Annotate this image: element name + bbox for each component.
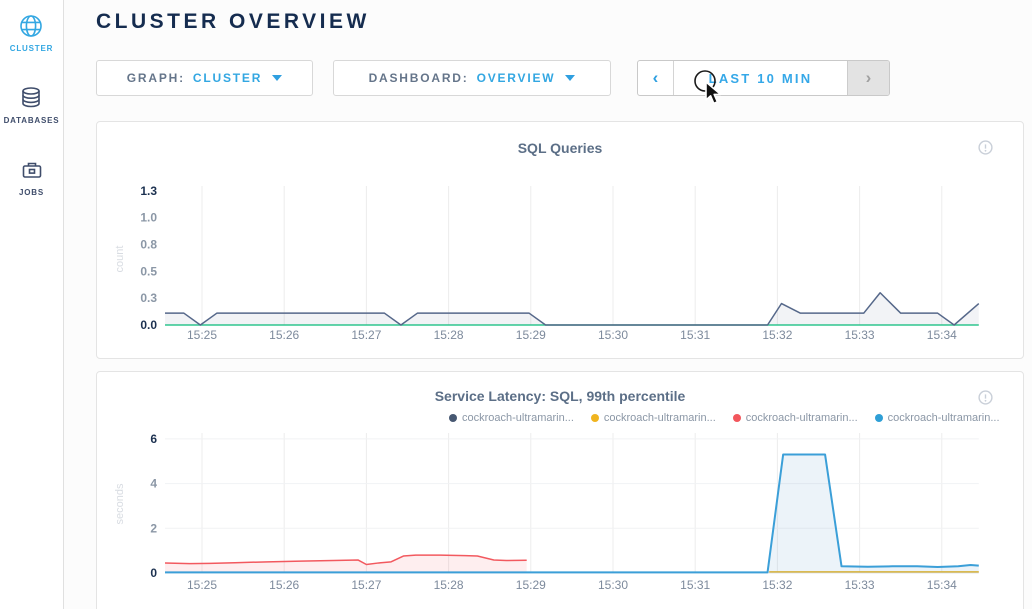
svg-text:1.0: 1.0 — [140, 211, 157, 225]
svg-text:15:32: 15:32 — [762, 578, 792, 592]
svg-text:15:28: 15:28 — [434, 578, 464, 592]
sql-queries-chart: 15:25 15:26 15:27 15:28 15:29 15:30 15:31 15:32… — [114, 184, 980, 342]
chart-legend: cockroach-ultramarin... cockroach-ultram… — [449, 412, 1000, 424]
svg-text:15:32: 15:32 — [762, 328, 792, 342]
briefcase-icon — [22, 162, 41, 178]
svg-text:seconds: seconds — [114, 483, 126, 524]
svg-text:15:30: 15:30 — [598, 578, 628, 592]
chevron-down-icon — [565, 75, 576, 81]
time-next-button[interactable]: › — [847, 61, 889, 95]
svg-text:15:33: 15:33 — [845, 328, 875, 342]
svg-text:0.8: 0.8 — [140, 237, 157, 251]
chevron-down-icon — [272, 75, 283, 81]
sidebar-item-databases[interactable]: DATABASES — [4, 85, 60, 125]
svg-text:0.0: 0.0 — [140, 318, 157, 332]
svg-text:15:29: 15:29 — [516, 578, 546, 592]
svg-text:0.3: 0.3 — [140, 291, 157, 305]
dashboard-dropdown-label: DASHBOARD: — [368, 71, 469, 85]
sidebar-item-jobs[interactable]: JOBS — [19, 157, 45, 197]
svg-text:15:27: 15:27 — [351, 578, 381, 592]
svg-text:15:25: 15:25 — [187, 328, 217, 342]
svg-text:15:26: 15:26 — [269, 578, 299, 592]
page-title: CLUSTER OVERVIEW — [96, 10, 370, 33]
dashboard-dropdown-value: OVERVIEW — [476, 71, 556, 85]
svg-text:15:28: 15:28 — [434, 328, 464, 342]
sidebar-item-label: JOBS — [19, 188, 44, 197]
legend-item[interactable]: cockroach-ultramarin... — [732, 412, 858, 424]
legend-dot-icon — [590, 414, 599, 422]
graph-dropdown-label: GRAPH: — [126, 71, 185, 85]
legend-label: cockroach-ultramarin... — [745, 412, 858, 424]
svg-text:15:34: 15:34 — [927, 578, 957, 592]
chart-title: SQL Queries — [517, 140, 603, 156]
legend-label: cockroach-ultramarin... — [462, 412, 574, 424]
sidebar-item-label: DATABASES — [3, 116, 60, 125]
legend-item[interactable]: cockroach-ultramarin... — [449, 412, 574, 424]
svg-text:15:33: 15:33 — [845, 578, 875, 592]
dashboard-dropdown[interactable]: DASHBOARD: OVERVIEW — [333, 60, 611, 96]
legend-label: cockroach-ultramarin... — [603, 412, 716, 424]
graph-dropdown[interactable]: GRAPH: CLUSTER — [96, 60, 313, 96]
svg-text:15:26: 15:26 — [269, 328, 299, 342]
database-icon — [22, 87, 41, 108]
svg-text:15:29: 15:29 — [516, 328, 546, 342]
svg-text:15:27: 15:27 — [351, 328, 381, 342]
svg-text:1.3: 1.3 — [140, 184, 157, 198]
legend-item[interactable]: cockroach-ultramarin... — [874, 412, 1000, 424]
svg-text:count: count — [114, 246, 126, 273]
legend-dot-icon — [732, 414, 741, 422]
svg-text:15:30: 15:30 — [598, 328, 628, 342]
chart-card-sql-queries: SQL Queries 15:25 15:26 15:27 15:28 15:29 15:… — [96, 121, 1024, 359]
time-window-value[interactable]: LAST 10 MIN — [708, 70, 813, 86]
svg-text:15:31: 15:31 — [680, 578, 710, 592]
sidebar: CLUSTER DATABASES JOBS — [0, 0, 64, 609]
chart-card-service-latency: Service Latency: SQL, 99th percentile co… — [96, 371, 1024, 609]
time-prev-button[interactable]: ‹ — [638, 61, 674, 95]
legend-label: cockroach-ultramarin... — [887, 412, 1000, 424]
legend-item[interactable]: cockroach-ultramarin... — [590, 412, 716, 424]
svg-text:15:34: 15:34 — [927, 328, 957, 342]
info-icon[interactable] — [978, 140, 993, 155]
svg-text:15:31: 15:31 — [680, 328, 710, 342]
chart-title: Service Latency: SQL, 99th percentile — [434, 388, 686, 404]
legend-dot-icon — [874, 414, 883, 422]
time-window-selector: ‹ LAST 10 MIN › — [637, 60, 890, 96]
svg-text:4: 4 — [150, 477, 157, 491]
sidebar-item-cluster[interactable]: CLUSTER — [10, 13, 53, 53]
legend-dot-icon — [449, 414, 457, 422]
globe-icon — [20, 15, 43, 37]
service-latency-chart: 15:25 15:26 15:27 15:28 15:29 15:30 15:31 15:32… — [114, 432, 979, 592]
svg-text:0.5: 0.5 — [140, 264, 157, 278]
svg-text:15:25: 15:25 — [187, 578, 217, 592]
sidebar-item-label: CLUSTER — [9, 44, 54, 53]
info-icon[interactable] — [978, 390, 993, 405]
svg-text:0: 0 — [150, 566, 157, 580]
svg-text:2: 2 — [150, 521, 157, 535]
graph-dropdown-value: CLUSTER — [192, 71, 263, 85]
svg-text:6: 6 — [150, 432, 157, 446]
